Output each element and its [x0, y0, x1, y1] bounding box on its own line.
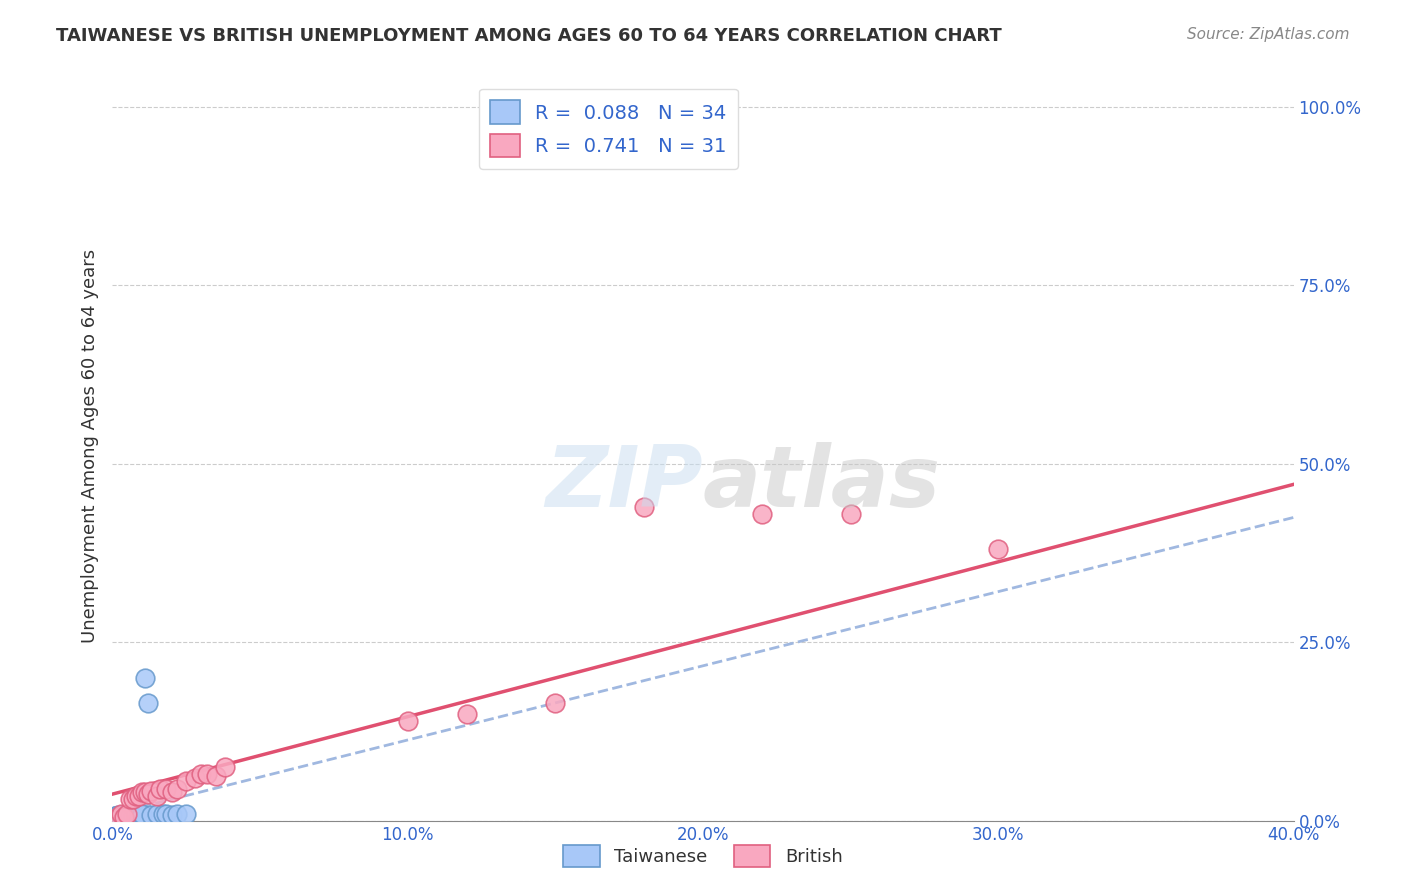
- Legend: Taiwanese, British: Taiwanese, British: [557, 838, 849, 874]
- Point: [166, 781, 188, 796]
- Point: [128, 808, 150, 822]
- Point: [396, 714, 419, 728]
- Text: ZIP: ZIP: [546, 442, 703, 525]
- Point: [125, 808, 148, 822]
- Point: [120, 808, 142, 822]
- Point: [112, 808, 135, 822]
- Point: [117, 810, 138, 824]
- Point: [131, 808, 153, 822]
- Point: [107, 809, 129, 823]
- Point: [987, 542, 1010, 557]
- Point: [107, 810, 129, 824]
- Point: [107, 808, 129, 822]
- Point: [131, 785, 153, 799]
- Point: [107, 808, 129, 822]
- Point: [131, 807, 153, 822]
- Point: [139, 808, 162, 822]
- Point: [544, 696, 567, 710]
- Point: [214, 760, 236, 774]
- Point: [128, 808, 150, 822]
- Point: [633, 500, 655, 514]
- Point: [160, 785, 183, 799]
- Point: [136, 696, 159, 710]
- Point: [160, 808, 183, 822]
- Legend: R =  0.088   N = 34, R =  0.741   N = 31: R = 0.088 N = 34, R = 0.741 N = 31: [479, 88, 738, 169]
- Point: [120, 792, 142, 806]
- Point: [104, 809, 127, 823]
- Point: [125, 789, 148, 803]
- Point: [174, 774, 197, 789]
- Point: [110, 806, 132, 821]
- Point: [174, 806, 197, 821]
- Point: [122, 792, 145, 806]
- Point: [120, 809, 142, 823]
- Point: [839, 507, 862, 521]
- Point: [751, 507, 773, 521]
- Point: [122, 808, 145, 822]
- Y-axis label: Unemployment Among Ages 60 to 64 years: Unemployment Among Ages 60 to 64 years: [80, 249, 98, 643]
- Text: TAIWANESE VS BRITISH UNEMPLOYMENT AMONG AGES 60 TO 64 YEARS CORRELATION CHART: TAIWANESE VS BRITISH UNEMPLOYMENT AMONG …: [56, 27, 1002, 45]
- Point: [190, 767, 212, 781]
- Point: [104, 810, 127, 824]
- Point: [146, 789, 169, 803]
- Point: [184, 771, 207, 785]
- Point: [107, 810, 129, 824]
- Text: Source: ZipAtlas.com: Source: ZipAtlas.com: [1187, 27, 1350, 42]
- Point: [205, 769, 228, 783]
- Point: [149, 781, 172, 796]
- Point: [136, 787, 159, 801]
- Point: [110, 808, 132, 822]
- Point: [134, 785, 156, 799]
- Point: [134, 671, 156, 685]
- Point: [146, 807, 169, 822]
- Point: [166, 806, 188, 821]
- Point: [155, 781, 177, 796]
- Point: [155, 807, 177, 822]
- Point: [117, 806, 138, 821]
- Point: [139, 783, 162, 797]
- Point: [117, 809, 138, 823]
- Point: [104, 808, 127, 822]
- Point: [128, 789, 150, 803]
- Text: atlas: atlas: [703, 442, 941, 525]
- Point: [110, 810, 132, 824]
- Point: [195, 767, 218, 781]
- Point: [110, 809, 132, 823]
- Point: [122, 809, 145, 823]
- Point: [152, 806, 174, 821]
- Point: [112, 809, 135, 823]
- Point: [125, 808, 148, 822]
- Point: [112, 810, 135, 824]
- Point: [456, 706, 478, 721]
- Point: [117, 808, 138, 822]
